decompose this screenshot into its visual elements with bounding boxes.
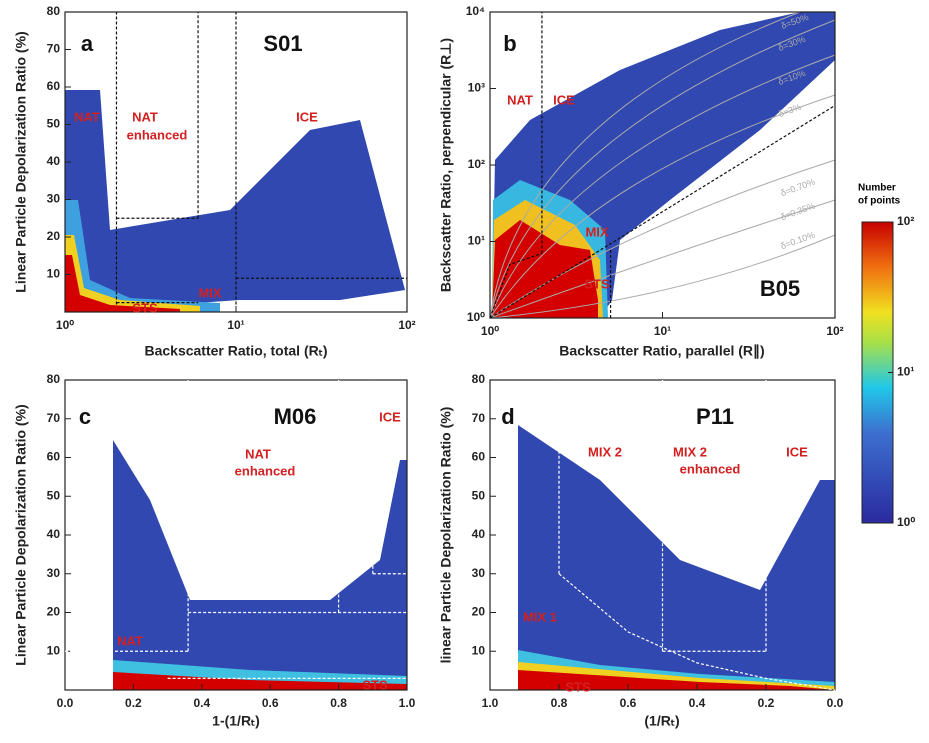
x-tick-label: 10¹ bbox=[654, 324, 671, 338]
region-label: enhanced bbox=[235, 463, 296, 478]
y-tick-label: 10⁴ bbox=[466, 4, 485, 18]
region-boundary bbox=[489, 104, 836, 319]
y-tick-label: 60 bbox=[47, 79, 61, 93]
x-tick-label: 0.6 bbox=[620, 696, 637, 710]
delta-label: δ=0.10% bbox=[779, 230, 816, 252]
region-label: STS bbox=[565, 679, 591, 694]
x-axis-label: Backscatter Ratio, parallel (R∥) bbox=[559, 343, 764, 360]
y-tick-label: 80 bbox=[472, 372, 486, 386]
y-tick-label: 10 bbox=[472, 643, 486, 657]
region-label: ICE bbox=[553, 92, 575, 107]
y-tick-label: 10 bbox=[47, 643, 61, 657]
region-label: NAT bbox=[74, 109, 100, 124]
y-axis-label: Backscatter Ratio, perpendicular (R⊥) bbox=[438, 38, 454, 292]
x-tick-label: 0.8 bbox=[330, 696, 347, 710]
y-tick-label: 50 bbox=[472, 488, 486, 502]
y-tick-label: 40 bbox=[47, 527, 61, 541]
y-tick-label: 10¹ bbox=[468, 234, 485, 248]
y-tick-label: 80 bbox=[47, 372, 61, 386]
x-axis-label: 1-(1/Rₜ) bbox=[212, 713, 260, 729]
x-tick-label: 0.0 bbox=[57, 696, 74, 710]
y-tick-label: 20 bbox=[472, 605, 486, 619]
region-label: STS bbox=[132, 300, 158, 315]
y-tick-label: 70 bbox=[472, 411, 486, 425]
region-label: ICE bbox=[296, 109, 318, 124]
delta-curves bbox=[489, 11, 836, 319]
y-tick-label: 40 bbox=[47, 154, 61, 168]
y-tick-label: 20 bbox=[47, 229, 61, 243]
panel-title: M06 bbox=[274, 404, 317, 429]
panel-title: S01 bbox=[263, 31, 302, 56]
region-label: MIX bbox=[585, 224, 608, 239]
colorbar-title: of points bbox=[858, 196, 901, 207]
region-label: enhanced bbox=[127, 127, 188, 142]
colorbar-title: Number bbox=[858, 183, 896, 194]
x-tick-label: 0.4 bbox=[193, 696, 210, 710]
x-tick-label: 10² bbox=[398, 318, 415, 332]
density-decoration bbox=[65, 12, 835, 690]
y-tick-label: 10³ bbox=[468, 81, 485, 95]
y-tick-label: 80 bbox=[47, 4, 61, 18]
region-label: STS bbox=[362, 677, 388, 692]
x-tick-label: 0.6 bbox=[262, 696, 279, 710]
x-axis-label: (1/Rₜ) bbox=[644, 713, 679, 729]
colorbar bbox=[861, 221, 894, 524]
panel-title: B05 bbox=[760, 276, 800, 301]
x-tick-label: 1.0 bbox=[399, 696, 416, 710]
region-label: MIX 2 bbox=[588, 444, 622, 459]
x-tick-label: 1.0 bbox=[482, 696, 499, 710]
delta-label: δ=0.70% bbox=[779, 177, 816, 199]
region-label: NAT bbox=[245, 446, 271, 461]
region-label: ICE bbox=[786, 444, 808, 459]
y-tick-label: 30 bbox=[47, 192, 61, 206]
y-tick-label: 50 bbox=[47, 488, 61, 502]
colorbar-tick-label: 10⁰ bbox=[897, 515, 915, 529]
x-tick-label: 0.4 bbox=[689, 696, 706, 710]
y-tick-label: 60 bbox=[472, 450, 486, 464]
region-label: NAT bbox=[117, 633, 143, 648]
y-tick-label: 10² bbox=[468, 157, 485, 171]
x-tick-label: 10⁰ bbox=[481, 324, 499, 338]
region-label: NAT bbox=[132, 109, 158, 124]
x-tick-label: 0.2 bbox=[758, 696, 775, 710]
colorbar-tick-label: 10² bbox=[897, 214, 914, 228]
x-axis-label: Backscatter Ratio, total (Rₜ) bbox=[144, 343, 327, 359]
region-boundary bbox=[558, 573, 836, 691]
y-tick-label: 30 bbox=[47, 566, 61, 580]
y-tick-label: 70 bbox=[47, 42, 61, 56]
panel-letter: c bbox=[79, 404, 91, 429]
y-axis-label: linear Particle Depolarization Ratio (%) bbox=[438, 407, 454, 664]
region-label: MIX 1 bbox=[523, 609, 557, 624]
region-label: ICE bbox=[379, 409, 401, 424]
y-tick-label: 50 bbox=[47, 117, 61, 131]
y-axis-label: Linear Particle Depolarization Ratio (%) bbox=[13, 31, 29, 292]
y-axis-label: Linear Particle Depolarization Ratio (%) bbox=[13, 404, 29, 665]
region-boundary bbox=[489, 252, 543, 319]
panel-title: P11 bbox=[696, 404, 734, 429]
y-tick-label: 70 bbox=[47, 411, 61, 425]
y-tick-label: 10 bbox=[47, 267, 61, 281]
region-label: STS bbox=[584, 276, 610, 291]
y-tick-label: 20 bbox=[47, 605, 61, 619]
panel-letter: a bbox=[81, 31, 94, 56]
region-label: MIX 2 bbox=[673, 444, 707, 459]
y-tick-label: 40 bbox=[472, 527, 486, 541]
x-tick-label: 10¹ bbox=[227, 318, 244, 332]
x-tick-label: 10⁰ bbox=[56, 318, 74, 332]
x-tick-label: 10² bbox=[826, 324, 843, 338]
y-tick-label: 10⁰ bbox=[467, 310, 485, 324]
region-label: enhanced bbox=[680, 461, 741, 476]
delta-label: δ=0.35% bbox=[779, 201, 816, 223]
panel-letter: d bbox=[501, 404, 514, 429]
region-label: MIX bbox=[198, 285, 221, 300]
colorbar-tick-label: 10¹ bbox=[897, 365, 914, 379]
x-tick-label: 0.0 bbox=[827, 696, 844, 710]
panel-letter: b bbox=[503, 31, 516, 56]
region-label: NAT bbox=[507, 92, 533, 107]
y-tick-label: 30 bbox=[472, 566, 486, 580]
x-tick-label: 0.2 bbox=[125, 696, 142, 710]
y-tick-label: 60 bbox=[47, 450, 61, 464]
x-tick-label: 0.8 bbox=[551, 696, 568, 710]
